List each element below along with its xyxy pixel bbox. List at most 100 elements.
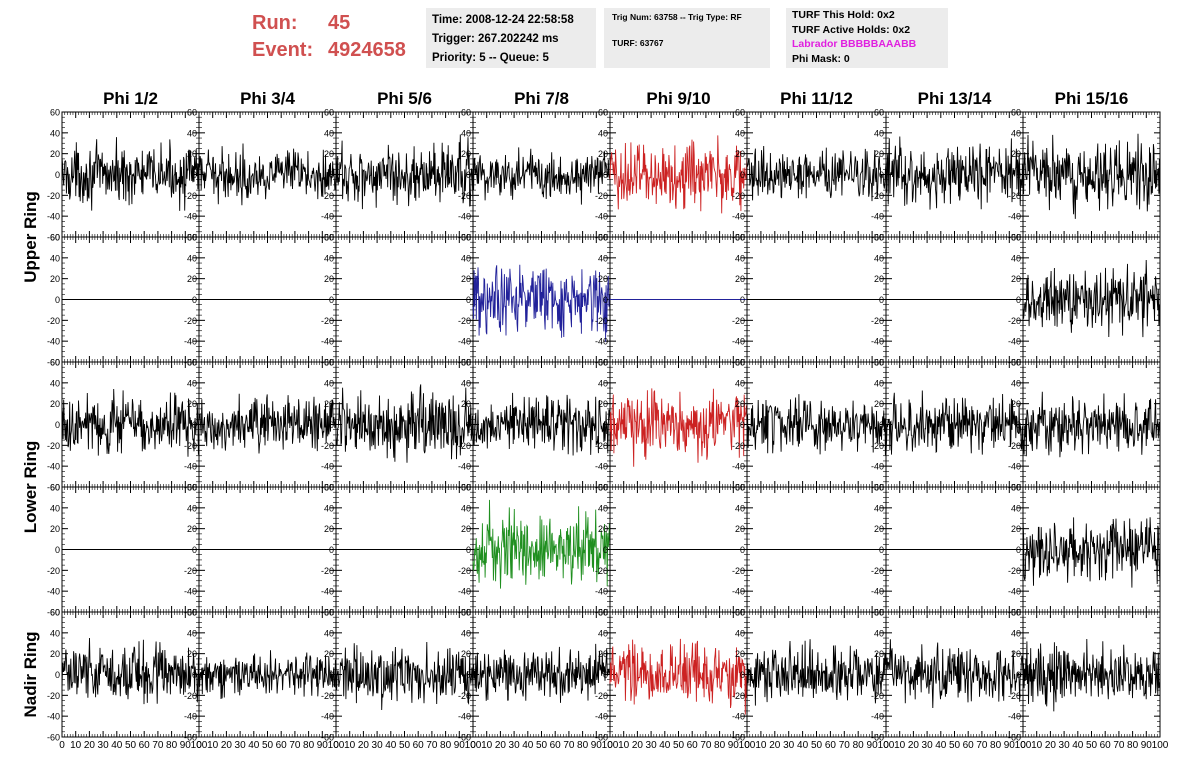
y-tick-label: 20 — [598, 274, 608, 284]
y-tick-label: -20 — [732, 316, 745, 326]
y-tick-label: 60 — [461, 358, 471, 368]
waveform-trace-r2-c3 — [472, 392, 611, 456]
y-tick-label: -20 — [871, 441, 884, 451]
y-tick-label: -40 — [458, 212, 471, 222]
y-tick-label: 20 — [324, 399, 334, 409]
y-tick-label: 40 — [735, 128, 745, 138]
y-tick-label: 60 — [187, 108, 197, 118]
y-tick-label: -40 — [732, 462, 745, 472]
y-tick-label: 0 — [1016, 420, 1021, 430]
y-tick-label: -20 — [595, 441, 608, 451]
y-tick-label: -20 — [321, 316, 334, 326]
y-tick-label: 40 — [187, 253, 197, 263]
y-tick-label: -40 — [595, 462, 608, 472]
y-tick-label: -20 — [47, 441, 60, 451]
panel-frame-r0-c7 — [1022, 111, 1161, 238]
y-tick-label: 40 — [461, 378, 471, 388]
y-tick-label: 60 — [187, 233, 197, 243]
y-tick-label: 40 — [598, 128, 608, 138]
y-tick-label: -40 — [184, 212, 197, 222]
y-tick-label: -40 — [321, 212, 334, 222]
waveform-trace-r1-c3 — [472, 264, 611, 342]
waveform-trace-r0-c3 — [472, 147, 611, 205]
panel-frame-r2-c6 — [885, 361, 1024, 488]
y-tick-label: 0 — [603, 295, 608, 305]
y-tick-label: -40 — [595, 212, 608, 222]
y-tick-label: 40 — [324, 253, 334, 263]
y-tick-label: -20 — [595, 191, 608, 201]
y-tick-label: -40 — [184, 587, 197, 597]
y-tick-label: -20 — [184, 441, 197, 451]
y-tick-label: 40 — [187, 503, 197, 513]
waveform-trace-r2-c0 — [61, 388, 200, 457]
y-tick-label: 0 — [55, 295, 60, 305]
column-title-6: Phi 11/12 — [780, 89, 853, 108]
y-tick-label: 20 — [461, 524, 471, 534]
turf-text: TURF: 63767 — [612, 38, 664, 48]
y-tick-label: -60 — [47, 358, 60, 368]
trigger-text: Trigger: 267.202242 ms — [432, 33, 559, 45]
y-tick-label: 40 — [735, 378, 745, 388]
event-value: 4924658 — [328, 39, 406, 61]
y-tick-label: 60 — [461, 108, 471, 118]
time-info-box: Time: 2008-12-24 22:58:58 Trigger: 267.2… — [426, 8, 596, 68]
y-tick-label: 60 — [598, 233, 608, 243]
y-tick-label: -40 — [321, 587, 334, 597]
waveform-trace-r0-c6 — [885, 136, 1024, 210]
y-tick-label: 0 — [740, 295, 745, 305]
event-row: Event: 4924658 — [252, 37, 406, 64]
y-tick-label: 40 — [324, 503, 334, 513]
column-title-1: Phi 1/2 — [103, 89, 158, 108]
column-title-7: Phi 13/14 — [918, 89, 992, 108]
y-tick-label: -20 — [732, 441, 745, 451]
y-tick-label: -40 — [595, 337, 608, 347]
y-tick-label: 60 — [874, 358, 884, 368]
y-tick-label: 40 — [50, 503, 60, 513]
y-tick-label: -40 — [1008, 212, 1021, 222]
y-tick-label: 20 — [324, 524, 334, 534]
priority-text: Priority: 5 -- Queue: 5 — [432, 52, 549, 64]
y-tick-label: 20 — [50, 149, 60, 159]
ring-label-3: Nadir Ring — [21, 632, 40, 718]
y-tick-label: 40 — [50, 128, 60, 138]
waveform-trace-r0-c2 — [335, 134, 474, 210]
y-tick-label: -20 — [47, 191, 60, 201]
y-tick-label: 20 — [735, 149, 745, 159]
y-tick-label: 0 — [1016, 295, 1021, 305]
y-tick-label: 40 — [324, 378, 334, 388]
y-tick-label: 40 — [50, 378, 60, 388]
y-tick-label: 40 — [324, 128, 334, 138]
y-tick-label: 0 — [1016, 170, 1021, 180]
y-tick-label: 40 — [598, 378, 608, 388]
y-tick-label: -40 — [321, 337, 334, 347]
y-tick-label: -40 — [871, 337, 884, 347]
y-tick-label: 0 — [329, 170, 334, 180]
run-value: 45 — [328, 12, 351, 34]
y-tick-label: -20 — [184, 566, 197, 576]
waveform-trace-r0-c5 — [746, 145, 887, 202]
y-tick-label: 0 — [329, 545, 334, 555]
y-tick-label: 20 — [1011, 149, 1021, 159]
event-label: Event: — [252, 39, 314, 61]
y-tick-label: 20 — [50, 524, 60, 534]
y-tick-label: 20 — [187, 149, 197, 159]
y-tick-label: 40 — [1011, 253, 1021, 263]
waveform-trace-r2-c5 — [746, 394, 887, 456]
y-tick-label: -20 — [458, 441, 471, 451]
y-tick-label: 0 — [603, 170, 608, 180]
y-tick-label: -40 — [1008, 337, 1021, 347]
y-tick-label: 0 — [603, 420, 608, 430]
waveform-trace-r2-c7 — [1022, 391, 1161, 458]
waveform-trace-r2-c2 — [335, 384, 474, 463]
y-tick-label: 60 — [324, 483, 334, 493]
y-tick-label: 40 — [461, 128, 471, 138]
y-tick-label: 20 — [461, 149, 471, 159]
trig-info-box: Trig Num: 63758 -- Trig Type: RF TURF: 6… — [604, 8, 770, 68]
y-tick-label: 0 — [466, 170, 471, 180]
y-tick-label: 60 — [50, 483, 60, 493]
turf-active-holds-text: TURF Active Holds: 0x2 — [792, 23, 911, 36]
y-tick-label: 0 — [740, 170, 745, 180]
y-tick-label: -40 — [321, 462, 334, 472]
phi-mask-text: Phi Mask: 0 — [792, 52, 850, 65]
y-tick-label: 20 — [50, 274, 60, 284]
